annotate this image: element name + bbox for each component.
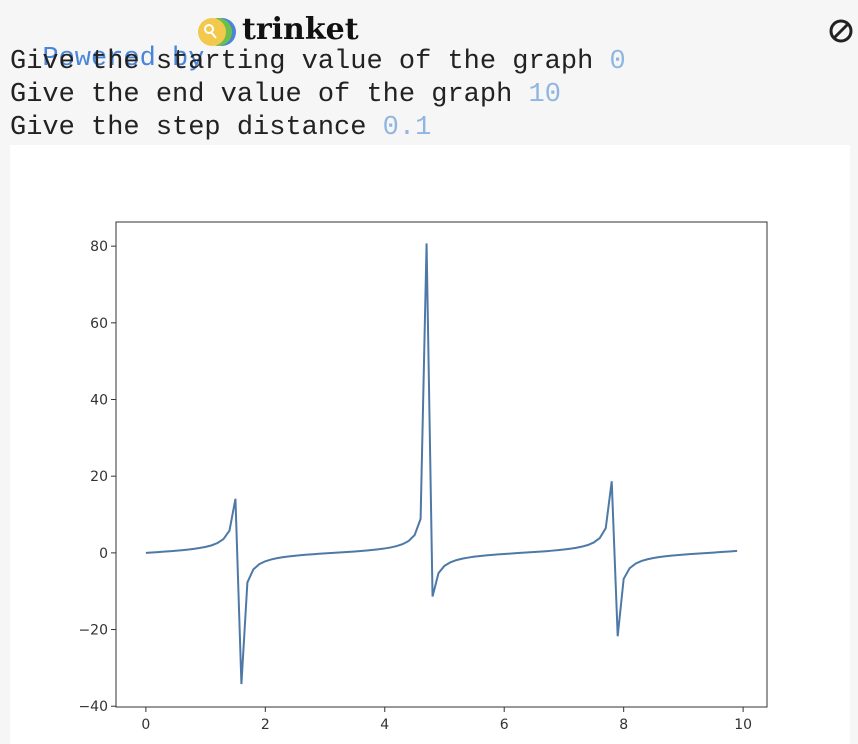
y-tick-label: 0 — [99, 546, 108, 562]
x-tick-label: 2 — [261, 717, 270, 733]
console-line: Give the end value of the graph 10 — [10, 80, 561, 110]
console-line: Give the step distance 0.1 — [10, 113, 431, 143]
prompt: Give the end value of the graph — [10, 80, 513, 110]
input: 0.1 — [382, 113, 432, 143]
y-tick-label: 80 — [90, 239, 108, 255]
x-tick-label: 0 — [141, 717, 150, 733]
console-line: Give the starting value of the graph 0 — [10, 47, 626, 77]
x-tick-label: 10 — [734, 717, 752, 733]
brand[interactable]: trinket — [242, 12, 359, 47]
y-tick-label: −20 — [78, 623, 108, 639]
x-tick-label: 6 — [500, 717, 509, 733]
axes-frame — [115, 221, 768, 708]
input: 10 — [528, 80, 561, 110]
y-tick-label: 60 — [90, 316, 108, 332]
trinket-logo[interactable] — [196, 16, 238, 48]
y-tick-label: 20 — [90, 469, 108, 485]
x-tick-label: 8 — [619, 717, 628, 733]
chart: −40 −20 0 20 40 60 80 0 2 4 6 8 10 — [10, 145, 850, 744]
prompt: Give the starting value of the graph — [10, 47, 594, 77]
stop-button[interactable] — [828, 18, 854, 44]
y-tick-label: 40 — [90, 393, 108, 409]
input: 0 — [609, 47, 626, 77]
line — [145, 243, 738, 685]
header: Powered by — [10, 14, 204, 74]
powered-by: Powered by — [42, 44, 205, 74]
y-tick-label: −40 — [78, 699, 108, 715]
x-tick-label: 4 — [380, 717, 389, 733]
prompt: Give the step distance — [10, 113, 367, 143]
